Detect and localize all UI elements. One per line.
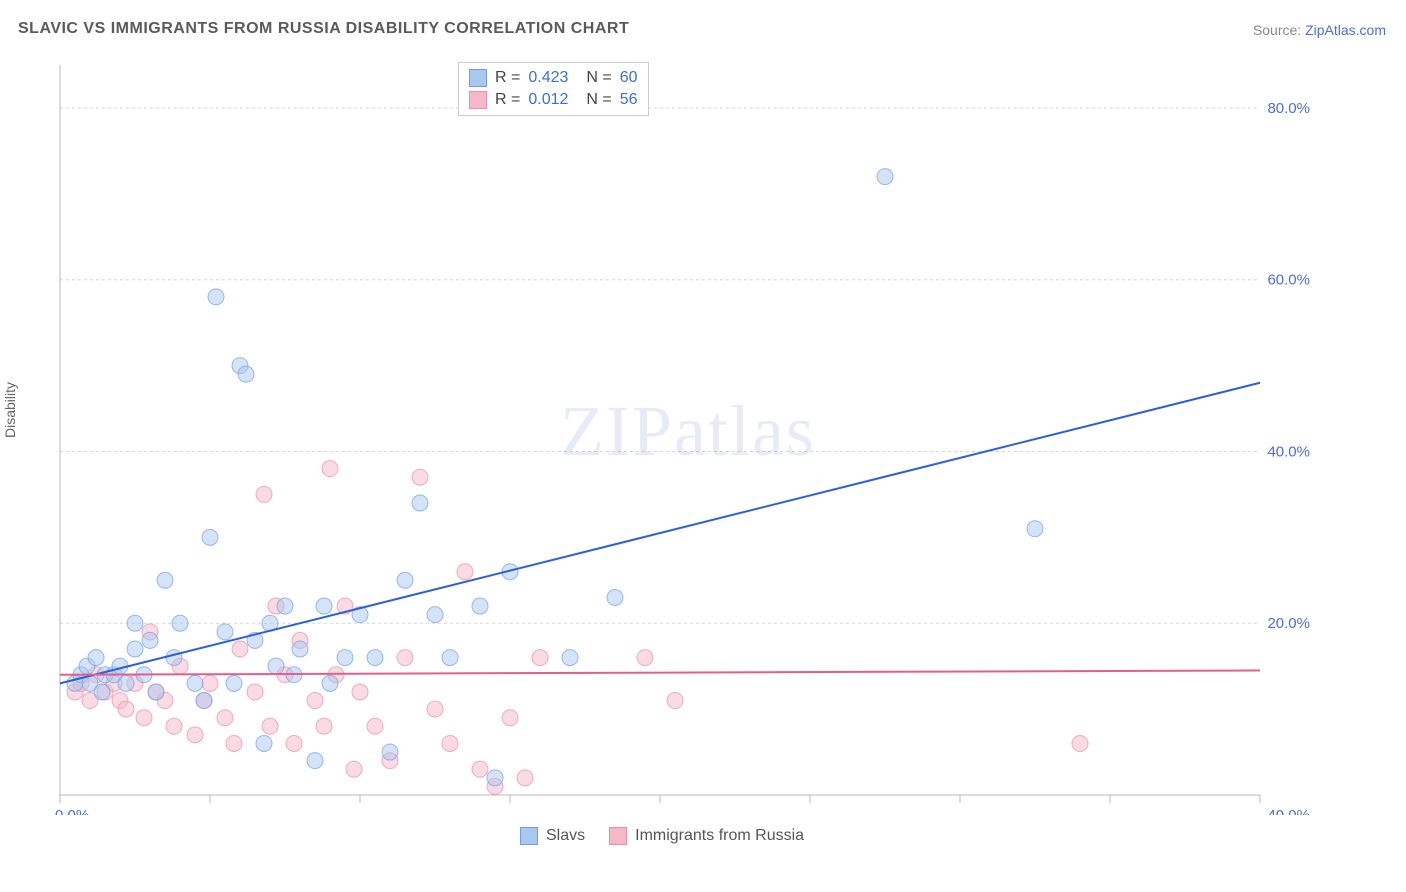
stat-n-label: N = [586,69,611,87]
source-label: Source: [1253,22,1305,38]
svg-text:60.0%: 60.0% [1267,272,1310,289]
stats-row: R = 0.012 N = 56 [469,89,638,111]
stats-row: R = 0.423 N = 60 [469,67,638,89]
legend-item: Slavs [520,827,585,845]
stat-n-value: 56 [620,91,638,109]
legend-label: Immigrants from Russia [635,827,804,845]
chart-area: 20.0% 40.0% 60.0% 80.0% 0.0% 40.0% [50,55,1320,815]
legend-swatch [520,827,538,845]
series-legend: Slavs Immigrants from Russia [520,827,804,845]
svg-text:40.0%: 40.0% [1267,807,1310,815]
svg-text:80.0%: 80.0% [1267,100,1310,117]
series-swatch [469,69,487,87]
legend-label: Slavs [546,827,585,845]
scatter-chart: 20.0% 40.0% 60.0% 80.0% 0.0% 40.0% [50,55,1320,815]
source-attribution: Source: ZipAtlas.com [1253,22,1386,38]
stat-r-label: R = [495,69,520,87]
y-axis-label: Disability [2,382,18,438]
stat-n-value: 60 [620,69,638,87]
stat-n-label: N = [586,91,611,109]
stats-legend-box: R = 0.423 N = 60 R = 0.012 N = 56 [458,62,649,116]
stat-r-value: 0.423 [528,69,568,87]
stat-r-label: R = [495,91,520,109]
svg-text:0.0%: 0.0% [55,807,89,815]
chart-title: SLAVIC VS IMMIGRANTS FROM RUSSIA DISABIL… [18,20,629,38]
stat-r-value: 0.012 [528,91,568,109]
svg-text:40.0%: 40.0% [1267,443,1310,460]
series-swatch [469,91,487,109]
source-link[interactable]: ZipAtlas.com [1305,22,1386,38]
svg-text:20.0%: 20.0% [1267,615,1310,632]
legend-swatch [609,827,627,845]
legend-item: Immigrants from Russia [609,827,804,845]
